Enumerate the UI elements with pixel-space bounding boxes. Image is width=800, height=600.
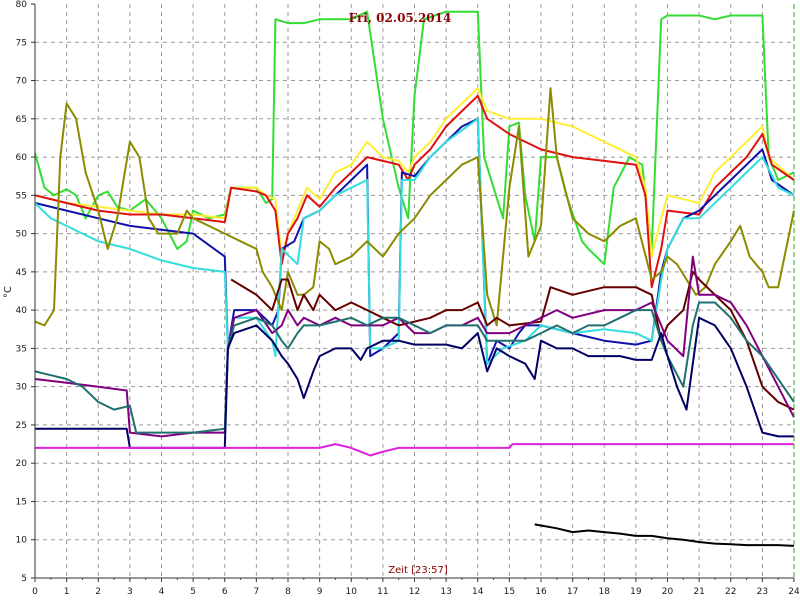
x-tick-label: 24 [788, 587, 800, 597]
grid-lines [35, 4, 794, 578]
y-tick-label: 70 [16, 77, 28, 87]
series-line-3 [34, 94, 795, 289]
series-layer [34, 10, 795, 547]
y-tick-label: 45 [16, 268, 27, 278]
y-tick-label: 40 [16, 306, 28, 316]
x-tick-label: 3 [127, 587, 133, 597]
y-tick-label: 80 [16, 0, 28, 10]
x-tick-label: 23 [757, 587, 768, 597]
x-tick-label: 12 [409, 587, 420, 597]
x-tick-label: 20 [662, 587, 674, 597]
x-tick-label: 13 [440, 587, 451, 597]
series-line-8 [34, 255, 795, 438]
series-line-10 [35, 316, 794, 449]
x-tick-label: 8 [285, 587, 291, 597]
y-tick-label: 75 [16, 38, 27, 48]
y-tick-label: 50 [16, 230, 28, 240]
tick-labels: 0 1 2 3 4 5 6 7 8 9 10 11 12 13 14 15 16 17 18 19 20 21 22 23 24… [16, 0, 800, 597]
x-tick-label: 2 [95, 587, 101, 597]
series-line-9 [34, 301, 795, 434]
y-tick-label: 20 [16, 459, 28, 469]
x-tick-label: 17 [567, 587, 578, 597]
x-tick-label: 7 [254, 587, 260, 597]
y-tick-label: 65 [16, 115, 27, 125]
y-tick-label: 35 [16, 344, 27, 354]
y-axis-label: °C [3, 286, 14, 298]
x-tick-label: 6 [222, 587, 228, 597]
y-tick-label: 55 [16, 191, 27, 201]
series-line-11 [35, 443, 794, 457]
x-axis-label: Zeit [23:57] [388, 565, 448, 576]
series-line-6 [34, 87, 795, 327]
x-tick-label: 21 [693, 587, 704, 597]
x-tick-label: 4 [159, 587, 165, 597]
y-tick-label: 30 [16, 383, 28, 393]
y-tick-label: 15 [16, 497, 27, 507]
x-tick-label: 10 [346, 587, 358, 597]
series-line-1 [34, 10, 795, 266]
x-tick-label: 19 [630, 587, 642, 597]
x-tick-label: 1 [64, 587, 70, 597]
x-tick-label: 15 [504, 587, 515, 597]
y-tick-label: 10 [16, 536, 28, 546]
x-tick-label: 14 [472, 587, 484, 597]
y-tick-label: 5 [21, 574, 27, 584]
x-tick-label: 16 [535, 587, 547, 597]
series-line-12 [534, 523, 795, 547]
x-tick-label: 0 [32, 587, 38, 597]
x-tick-label: 18 [599, 587, 611, 597]
x-tick-label: 22 [725, 587, 736, 597]
series-line-5 [34, 117, 795, 365]
y-tick-label: 25 [16, 421, 27, 431]
x-tick-label: 11 [377, 587, 388, 597]
x-tick-label: 5 [190, 587, 196, 597]
chart-title: Fri, 02.05.2014 [349, 11, 452, 25]
y-tick-label: 60 [16, 153, 28, 163]
axes-layer [31, 3, 795, 582]
x-tick-label: 9 [317, 587, 323, 597]
